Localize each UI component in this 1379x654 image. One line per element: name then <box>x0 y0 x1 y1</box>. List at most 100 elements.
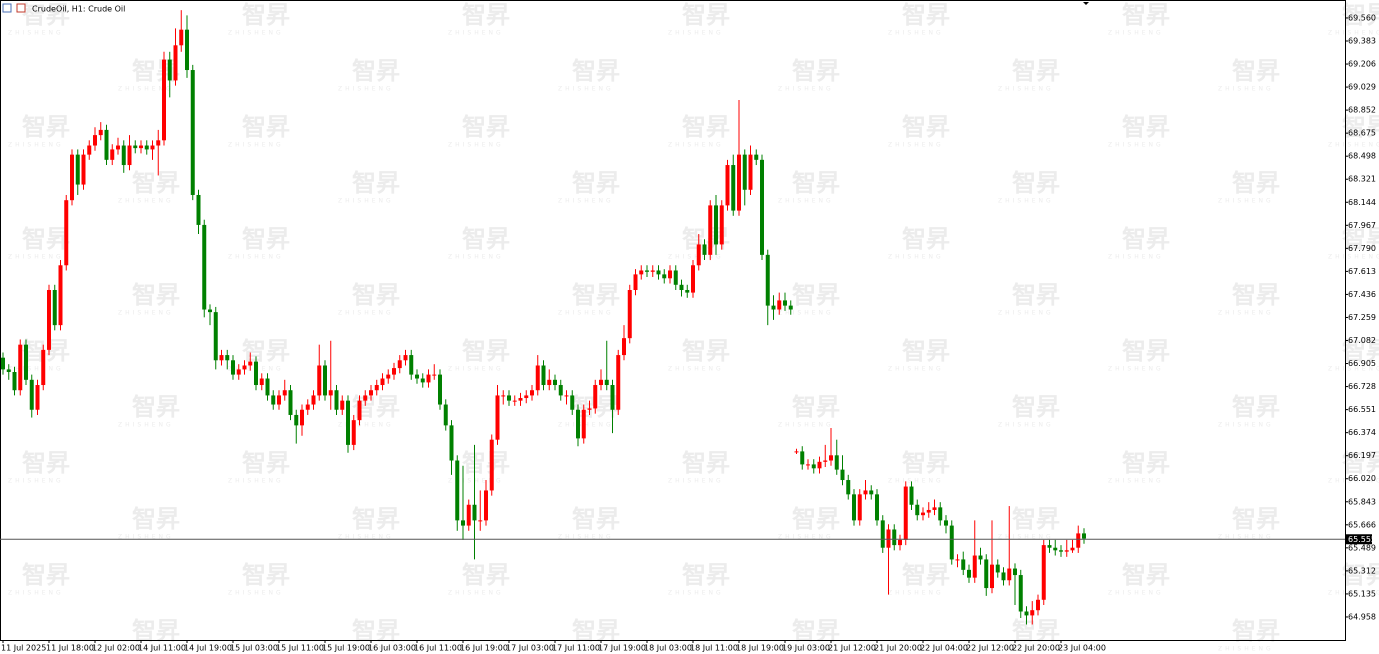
watermark-logo: 智昇 <box>1122 113 1170 141</box>
candle-body <box>139 145 143 149</box>
watermark-text: ZHISHENG <box>8 478 64 485</box>
candle-body <box>696 244 701 266</box>
y-tick-label: 66.374 <box>1348 428 1376 437</box>
x-tick-label: 18 Jul 03:00 <box>644 644 692 653</box>
candle-body <box>610 385 615 410</box>
candle-body <box>466 504 471 526</box>
y-tick-label: 65.666 <box>1348 520 1376 529</box>
watermark-text: ZHISHENG <box>998 310 1054 317</box>
watermark-logo: 智昇 <box>22 1 70 29</box>
watermark-logo: 智昇 <box>902 561 950 589</box>
x-tick-label: 11 Jul 18:00 <box>46 644 94 653</box>
candle-body <box>673 270 678 285</box>
x-tick-label: 16 Jul 19:00 <box>460 644 508 653</box>
candle-body <box>190 70 195 195</box>
y-tick-label: 65.489 <box>1348 543 1376 552</box>
candle-body <box>144 145 149 150</box>
watermark-text: ZHISHENG <box>8 590 64 597</box>
watermark-logo: 智昇 <box>1342 561 1379 589</box>
candle-body <box>328 390 333 396</box>
candle-body <box>409 355 414 375</box>
candle-body <box>875 494 879 521</box>
candle-body <box>179 29 184 46</box>
icon-b <box>16 3 26 13</box>
candle-body <box>754 154 759 160</box>
candle-body <box>742 154 747 190</box>
candle-body <box>1018 575 1023 612</box>
candle-body <box>938 507 943 521</box>
candle-body <box>455 460 460 521</box>
watermark-text: ZHISHENG <box>1218 310 1274 317</box>
candle-body <box>967 569 971 578</box>
watermark-text: ZHISHENG <box>228 478 284 485</box>
candle-body <box>1076 533 1081 548</box>
candle-body <box>524 395 529 399</box>
watermark-text: ZHISHENG <box>1218 534 1274 541</box>
watermark-logo: 智昇 <box>1232 393 1280 421</box>
watermark-text: ZHISHENG <box>998 422 1054 429</box>
watermark-logo: 智昇 <box>572 57 620 85</box>
x-tick-label: 15 Jul 19:00 <box>322 644 370 653</box>
candle-body <box>1041 545 1046 600</box>
x-tick-label: 14 Jul 11:00 <box>138 644 186 653</box>
candle-body <box>961 559 966 570</box>
watermark-logo: 智昇 <box>132 393 180 421</box>
watermark-logo: 智昇 <box>792 505 840 533</box>
candle-body <box>363 395 368 401</box>
watermark-text: ZHISHENG <box>558 310 614 317</box>
y-tick-label: 69.029 <box>1348 83 1376 92</box>
x-tick-label: 17 Jul 19:00 <box>598 644 646 653</box>
y-tick-label: 65.843 <box>1348 497 1376 506</box>
watermark-logo: 智昇 <box>1122 225 1170 253</box>
candle-body <box>972 555 977 578</box>
candle-body <box>1024 611 1029 616</box>
candle-body <box>265 378 270 396</box>
watermark-text: ZHISHENG <box>448 142 504 149</box>
watermark-text: ZHISHENG <box>1108 254 1164 261</box>
watermark-logo: 智昇 <box>1012 505 1060 533</box>
watermark-text: ZHISHENG <box>228 142 284 149</box>
watermark-logo: 智昇 <box>1342 449 1379 477</box>
x-tick-label: 23 Jul 04:00 <box>1058 644 1106 653</box>
candle-body <box>41 349 46 386</box>
candle-body <box>81 154 86 185</box>
watermark-text: ZHISHENG <box>1218 646 1274 653</box>
watermark-text: ZHISHENG <box>668 142 724 149</box>
y-tick-label: 65.312 <box>1348 566 1376 575</box>
watermark-logo: 智昇 <box>352 57 400 85</box>
watermark-text: ZHISHENG <box>1108 142 1164 149</box>
watermark-logo: 智昇 <box>22 337 70 365</box>
candle-body <box>593 385 598 409</box>
candle-body <box>852 494 856 521</box>
watermark-logo: 智昇 <box>462 561 510 589</box>
watermark-text: ZHISHENG <box>8 366 64 373</box>
x-tick-label: 15 Jul 11:00 <box>276 644 324 653</box>
watermark-logo: 智昇 <box>242 225 290 253</box>
watermark-text: ZHISHENG <box>448 30 504 37</box>
watermark-text: ZHISHENG <box>338 310 394 317</box>
y-tick-label: 65.135 <box>1348 589 1376 598</box>
candle-body <box>1 357 5 370</box>
watermark-logo: 智昇 <box>682 337 730 365</box>
x-tick-label: 16 Jul 11:00 <box>414 644 462 653</box>
candle-body <box>432 374 437 376</box>
candle-body <box>829 455 833 461</box>
watermark-logo: 智昇 <box>572 281 620 309</box>
watermark-text: ZHISHENG <box>998 198 1054 205</box>
watermark-text: ZHISHENG <box>1108 590 1164 597</box>
candle-body <box>47 289 51 350</box>
watermark-text: ZHISHENG <box>888 478 944 485</box>
candle-body <box>702 244 707 255</box>
candle-body <box>121 145 126 166</box>
watermark-text: ZHISHENG <box>448 590 504 597</box>
watermark-text: ZHISHENG <box>228 590 284 597</box>
watermark-text: ZHISHENG <box>778 646 834 653</box>
watermark-text: ZHISHENG <box>118 310 174 317</box>
y-tick-label: 67.613 <box>1348 267 1376 276</box>
watermark-logo: 智昇 <box>1012 281 1060 309</box>
candle-body <box>478 520 483 522</box>
candle-body <box>817 461 822 469</box>
watermark-text: ZHISHENG <box>338 422 394 429</box>
candle-body <box>800 451 805 465</box>
